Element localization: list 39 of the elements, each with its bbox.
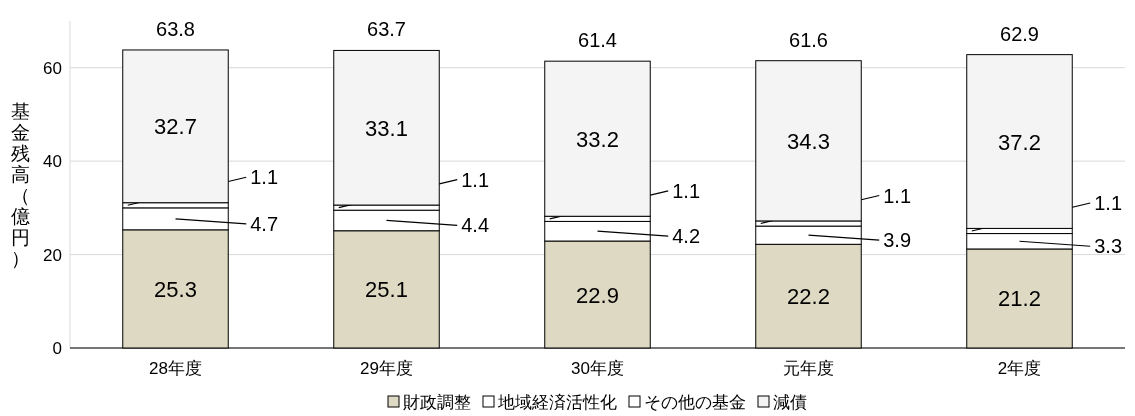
x-tick-label: 2年度 — [997, 359, 1042, 378]
y-tick-label: 60 — [43, 58, 62, 78]
data-label: 25.3 — [154, 276, 197, 302]
total-label: 63.7 — [367, 18, 406, 41]
ylabel: 基金残高（億円） — [10, 101, 30, 269]
data-label: 1.1 — [1094, 191, 1123, 214]
data-label: 1.1 — [883, 184, 912, 207]
data-label: 33.2 — [576, 126, 619, 152]
data-label: 22.9 — [576, 282, 619, 308]
legend-label: 地域経済活性化 — [497, 393, 617, 412]
data-label: 1.1 — [672, 179, 701, 202]
legend-label: 減債 — [773, 393, 807, 412]
data-label: 33.1 — [365, 115, 408, 141]
x-tick-label: 元年度 — [783, 359, 834, 378]
total-label: 61.6 — [789, 28, 828, 51]
total-label: 63.8 — [156, 17, 195, 40]
data-label: 25.1 — [365, 277, 408, 303]
legend-label: その他の基金 — [644, 393, 746, 412]
total-label: 61.4 — [578, 29, 617, 52]
legend-label: 財政調整 — [403, 393, 471, 412]
data-label: 3.9 — [883, 229, 912, 252]
data-label: 34.3 — [787, 128, 830, 154]
total-label: 62.9 — [1000, 22, 1039, 45]
data-label: 3.3 — [1094, 235, 1123, 258]
data-label: 1.1 — [250, 166, 279, 189]
x-tick-label: 30年度 — [571, 359, 624, 378]
data-label: 37.2 — [998, 129, 1041, 155]
data-label: 21.2 — [998, 286, 1041, 312]
data-label: 1.1 — [461, 168, 490, 191]
data-label: 32.7 — [154, 114, 197, 140]
data-label: 4.7 — [250, 212, 279, 235]
x-tick-label: 28年度 — [149, 359, 202, 378]
y-tick-label: 0 — [52, 339, 62, 358]
data-label: 4.2 — [672, 225, 701, 248]
y-tick-label: 20 — [43, 245, 62, 265]
y-tick-label: 40 — [43, 152, 62, 172]
data-label: 22.2 — [787, 284, 830, 310]
x-tick-label: 29年度 — [360, 359, 413, 378]
data-label: 4.4 — [461, 214, 490, 237]
